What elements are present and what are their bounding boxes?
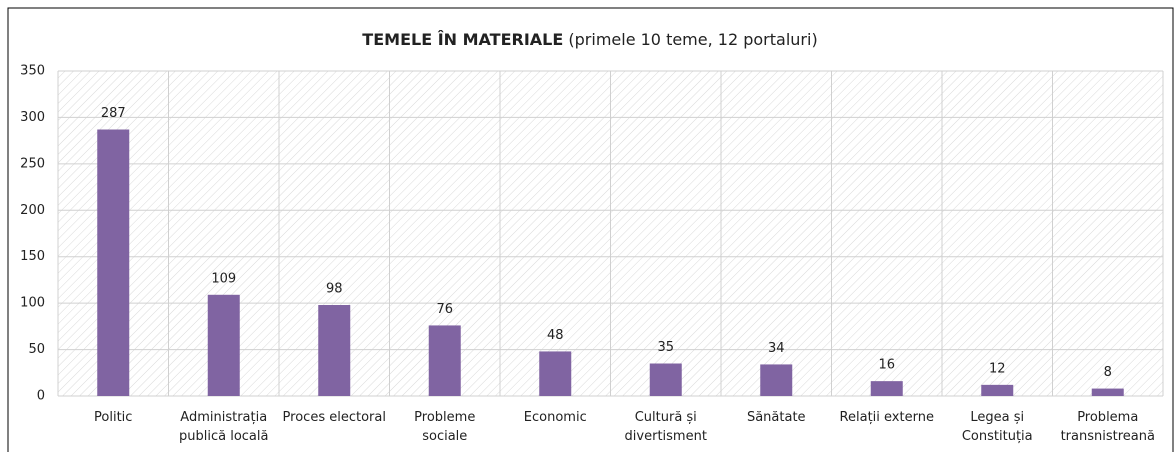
bar bbox=[1091, 388, 1124, 396]
x-tick-label: Legea și Constituția bbox=[961, 410, 1033, 444]
x-tick-label: Politic bbox=[94, 410, 133, 425]
bar bbox=[870, 381, 903, 396]
data-label: 76 bbox=[436, 302, 453, 317]
x-tick-label: Cultură și divertisment bbox=[624, 410, 707, 444]
title: TEMELE ÎN MATERIALE bbox=[362, 30, 563, 49]
data-label: 98 bbox=[326, 282, 343, 297]
y-tick-label: 300 bbox=[20, 110, 45, 125]
x-tick-label: Problema transnistreană bbox=[1060, 410, 1155, 444]
bar bbox=[97, 129, 130, 396]
x-tick-label: Economic bbox=[523, 410, 587, 425]
chart-title: TEMELE ÎN MATERIALE (primele 10 teme, 12… bbox=[362, 30, 817, 49]
data-label: 16 bbox=[878, 358, 895, 373]
data-label: 34 bbox=[768, 341, 785, 356]
bar bbox=[207, 294, 240, 396]
data-label: 48 bbox=[547, 328, 564, 343]
bar bbox=[539, 351, 572, 396]
y-tick-label: 0 bbox=[37, 389, 45, 404]
bar bbox=[981, 384, 1014, 396]
y-tick-label: 350 bbox=[20, 64, 45, 79]
y-tick-label: 250 bbox=[20, 156, 45, 171]
subtitle: (primele 10 teme, 12 portaluri) bbox=[568, 30, 817, 49]
bar bbox=[649, 363, 682, 396]
y-tick-label: 200 bbox=[20, 203, 45, 218]
x-tick-label: Relații externe bbox=[839, 410, 934, 425]
y-tick-label: 150 bbox=[20, 249, 45, 264]
y-tick-label: 100 bbox=[20, 296, 45, 311]
x-tick-label: Sănătate bbox=[746, 410, 806, 425]
y-tick-label: 50 bbox=[28, 342, 45, 357]
bar bbox=[760, 364, 793, 396]
x-tick-label: Proces electoral bbox=[282, 410, 386, 425]
data-label: 109 bbox=[211, 271, 236, 286]
x-tick-label: Probleme sociale bbox=[414, 410, 476, 444]
bar bbox=[428, 325, 461, 396]
data-label: 8 bbox=[1104, 365, 1112, 380]
bar bbox=[318, 305, 351, 396]
x-tick-label: Administrația publică locală bbox=[179, 410, 269, 444]
data-label: 287 bbox=[101, 106, 126, 121]
data-label: 12 bbox=[989, 361, 1006, 376]
data-label: 35 bbox=[657, 340, 674, 355]
